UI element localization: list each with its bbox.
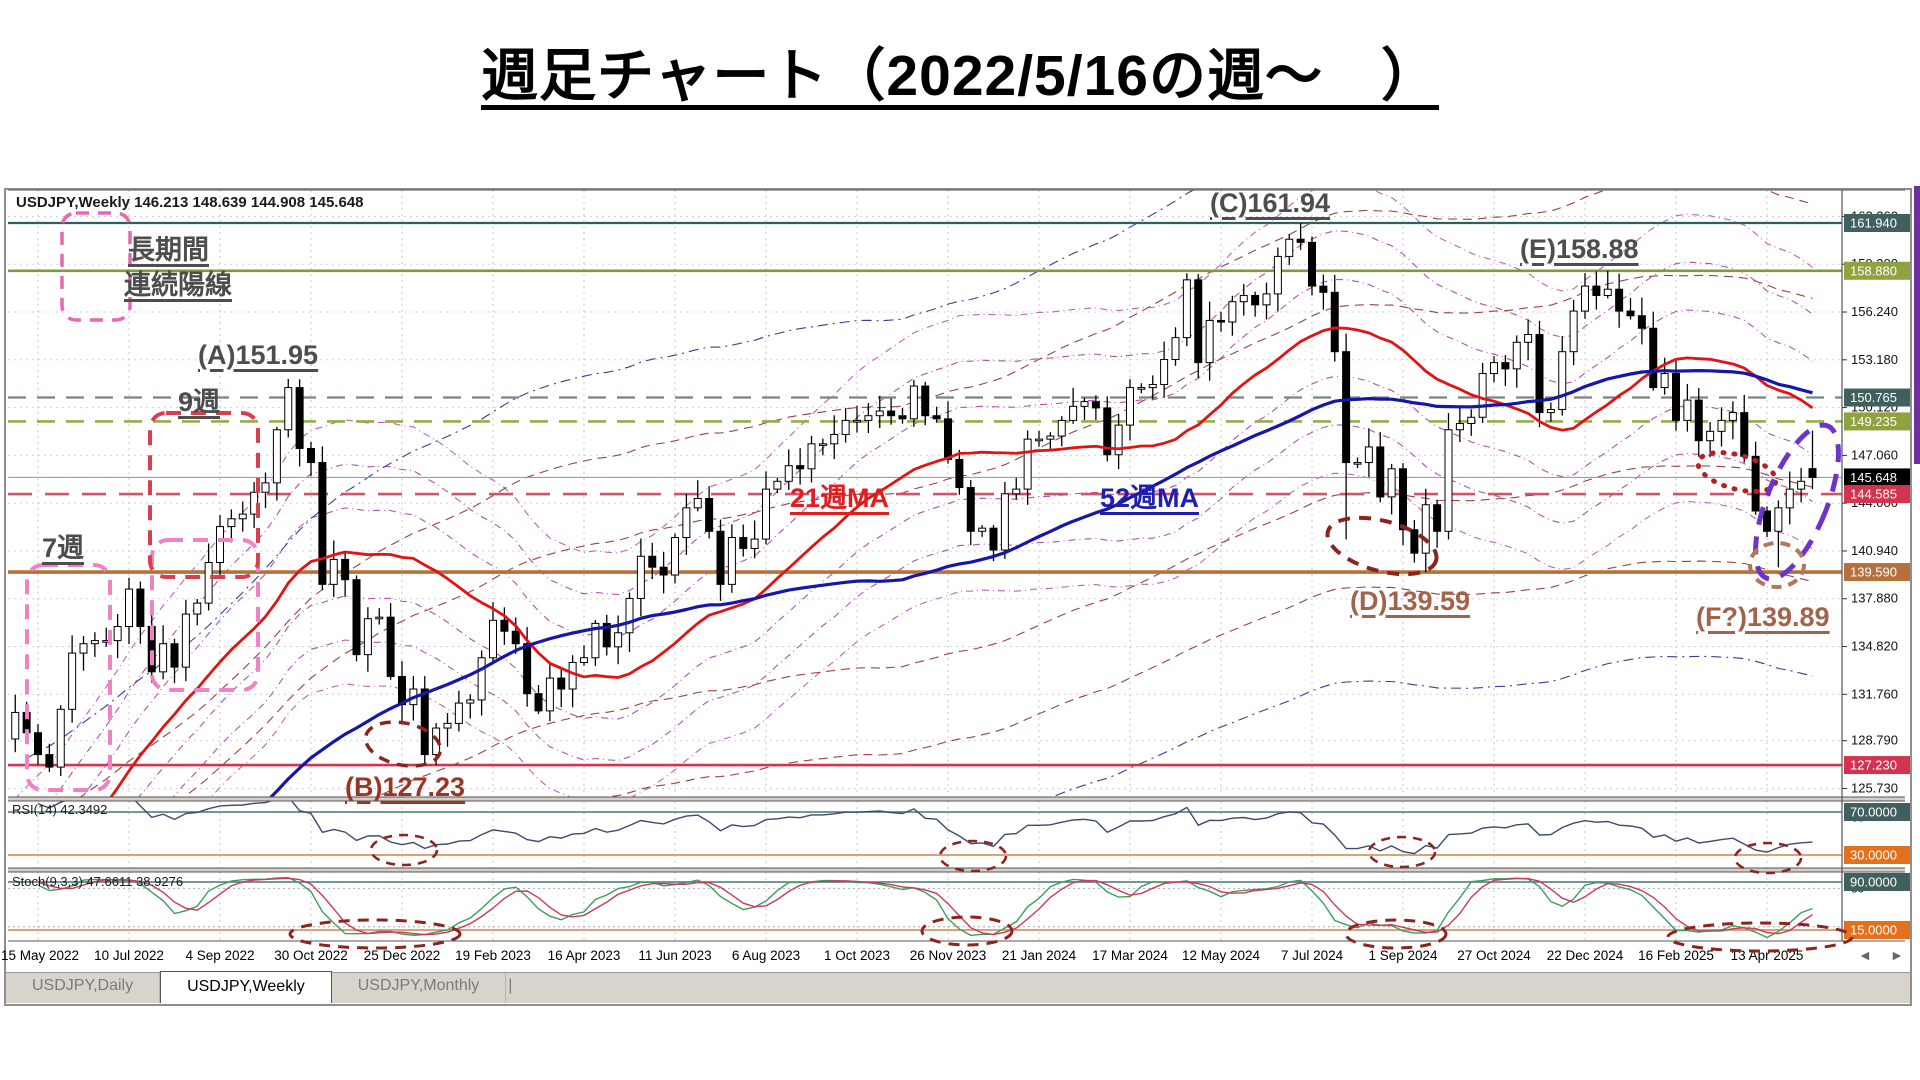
annotation-shapes	[25, 211, 1854, 953]
annotation-point-d: (D)139.59	[1350, 586, 1471, 616]
svg-text:137.880: 137.880	[1851, 591, 1898, 606]
scroll-right-button[interactable]: ►	[1890, 947, 1904, 963]
svg-text:131.760: 131.760	[1851, 686, 1898, 701]
scroll-left-button[interactable]: ◄	[1858, 947, 1872, 963]
annotation-long-streak-line1: 長期間	[128, 235, 209, 265]
tab-usdjpy-monthly[interactable]: USDJPY,Monthly	[332, 973, 507, 1003]
svg-text:125.730: 125.730	[1851, 780, 1898, 795]
purple-edge-strip	[1914, 186, 1920, 464]
tab-usdjpy-weekly[interactable]: USDJPY,Weekly	[160, 971, 332, 1003]
annotation-point-e: (E)158.88	[1520, 234, 1639, 264]
annotation-point-f: (F?)139.89	[1696, 602, 1830, 632]
svg-text:25 Dec 2022: 25 Dec 2022	[364, 948, 441, 963]
moving-averages	[109, 326, 1814, 797]
svg-text:90.0000: 90.0000	[1850, 875, 1897, 890]
annotation-9-weeks: 9週	[178, 387, 221, 417]
svg-text:22 Dec 2024: 22 Dec 2024	[1547, 948, 1624, 963]
annotation-point-c: (C)161.94	[1210, 188, 1331, 218]
svg-text:6 Aug 2023: 6 Aug 2023	[732, 948, 800, 963]
candlestick-series	[11, 223, 1817, 777]
annotation-point-a: (A)151.95	[198, 340, 319, 370]
svg-text:30 Oct 2022: 30 Oct 2022	[274, 948, 348, 963]
stoch-indicator-label: Stoch(9,3,3) 47.6611 38.9276	[12, 874, 184, 889]
svg-text:16 Apr 2023: 16 Apr 2023	[548, 948, 621, 963]
svg-text:139.590: 139.590	[1850, 565, 1897, 580]
svg-text:11 Jun 2023: 11 Jun 2023	[638, 948, 711, 963]
svg-text:156.240: 156.240	[1851, 304, 1898, 319]
svg-text:140.940: 140.940	[1851, 543, 1898, 558]
svg-text:1 Oct 2023: 1 Oct 2023	[824, 948, 890, 963]
svg-text:150.765: 150.765	[1850, 390, 1897, 405]
rsi-indicator-label: RSI(14) 42.3492	[12, 802, 108, 817]
page-title: 週足チャート（2022/5/16の週〜 ）	[480, 44, 1439, 108]
svg-text:15 May 2022: 15 May 2022	[1, 948, 79, 963]
svg-text:19 Feb 2023: 19 Feb 2023	[455, 948, 531, 963]
stoch-panel	[8, 881, 1842, 931]
svg-text:158.880: 158.880	[1850, 263, 1897, 278]
date-axis: 15 May 2022 10 Jul 2022 4 Sep 2022 30 Oct 2…	[1, 948, 1803, 963]
svg-text:27 Oct 2024: 27 Oct 2024	[1457, 948, 1531, 963]
svg-text:13 Apr 2025: 13 Apr 2025	[1731, 948, 1804, 963]
annotation-long-streak-line2: 連続陽線	[124, 270, 232, 300]
svg-text:21 Jan 2024: 21 Jan 2024	[1002, 948, 1077, 963]
horizontal-levels	[8, 221, 1842, 767]
rsi-panel	[8, 811, 1842, 856]
svg-text:127.230: 127.230	[1850, 758, 1897, 773]
svg-text:128.790: 128.790	[1851, 733, 1898, 748]
tab-separator: |	[508, 977, 513, 994]
svg-text:4 Sep 2022: 4 Sep 2022	[185, 948, 254, 963]
rsi-line	[37, 801, 1813, 855]
stoch-lines	[37, 876, 1813, 939]
svg-text:153.180: 153.180	[1851, 352, 1898, 367]
chart-tab-bar: USDJPY,Daily USDJPY,Weekly USDJPY,Monthl…	[6, 971, 1910, 1003]
annotation-ma21-label: 21週MA	[790, 483, 890, 513]
svg-text:149.235: 149.235	[1850, 414, 1897, 429]
svg-text:134.820: 134.820	[1851, 639, 1898, 654]
tab-usdjpy-daily[interactable]: USDJPY,Daily	[6, 973, 161, 1003]
svg-text:30.0000: 30.0000	[1850, 848, 1897, 863]
svg-text:26 Nov 2023: 26 Nov 2023	[910, 948, 987, 963]
svg-text:161.940: 161.940	[1850, 216, 1897, 231]
quote-header: USDJPY,Weekly 146.213 148.639 144.908 14…	[16, 194, 364, 211]
svg-text:70.0000: 70.0000	[1850, 805, 1897, 820]
svg-text:16 Feb 2025: 16 Feb 2025	[1638, 948, 1714, 963]
price-axis: 162.360159.300156.240153.180150.120147.0…	[1842, 208, 1910, 795]
svg-text:10 Jul 2022: 10 Jul 2022	[94, 948, 164, 963]
svg-text:1 Sep 2024: 1 Sep 2024	[1368, 948, 1438, 963]
grid	[8, 190, 1842, 941]
svg-text:147.060: 147.060	[1851, 447, 1898, 462]
svg-text:144.585: 144.585	[1850, 487, 1897, 502]
svg-text:17 Mar 2024: 17 Mar 2024	[1092, 948, 1168, 963]
svg-text:145.648: 145.648	[1850, 470, 1897, 485]
annotation-ma52-label: 52週MA	[1100, 483, 1200, 513]
svg-text:12 May 2024: 12 May 2024	[1182, 948, 1261, 963]
annotation-7-weeks: 7週	[42, 533, 85, 563]
svg-text:15.0000: 15.0000	[1850, 923, 1897, 938]
annotation-point-b: (B)127.23	[345, 772, 466, 802]
svg-text:7 Jul 2024: 7 Jul 2024	[1281, 948, 1344, 963]
